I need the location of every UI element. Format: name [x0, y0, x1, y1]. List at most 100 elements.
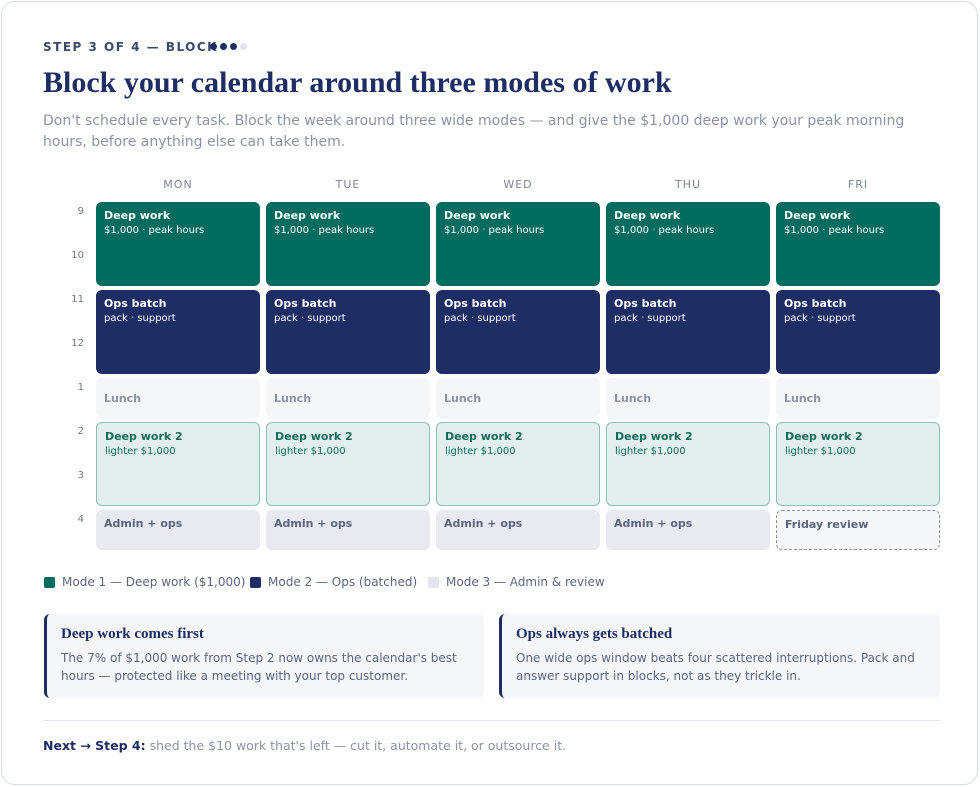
- info-card: Deep work comes first The 7% of $1,000 wo…: [44, 614, 484, 698]
- block-subtitle: $1,000 · peak hours: [444, 225, 545, 236]
- info-card-text: One wide ops window beats four scattered…: [516, 651, 915, 683]
- time-block: Deep work $1,000 · peak hours: [96, 202, 260, 286]
- time-block: Ops batch pack · support: [436, 290, 600, 374]
- block-title: Deep work: [104, 209, 171, 222]
- hour-label: 2: [77, 426, 84, 437]
- block-title: Deep work 2: [445, 430, 523, 443]
- time-block: Admin + ops: [266, 510, 430, 550]
- time-block: Ops batch pack · support: [96, 290, 260, 374]
- block-subtitle: pack · support: [784, 313, 856, 324]
- block-title: Lunch: [614, 392, 652, 405]
- block-subtitle: pack · support: [444, 313, 516, 324]
- legend-item: Mode 1 — Deep work ($1,000): [44, 575, 245, 589]
- block-subtitle: $1,000 · peak hours: [614, 225, 715, 236]
- block-subtitle: pack · support: [104, 313, 176, 324]
- divider: [43, 720, 940, 721]
- hour-label: 3: [77, 470, 84, 481]
- time-block: Lunch: [606, 378, 770, 418]
- block-title: Deep work 2: [785, 430, 863, 443]
- time-block: Ops batch pack · support: [606, 290, 770, 374]
- block-subtitle: lighter $1,000: [615, 446, 686, 457]
- block-subtitle: pack · support: [614, 313, 686, 324]
- title: Block your calendar around three modes o…: [43, 66, 672, 99]
- block-title: Admin + ops: [274, 517, 353, 530]
- hour-label: 12: [71, 338, 84, 349]
- block-subtitle: lighter $1,000: [105, 446, 176, 457]
- block-title: Lunch: [784, 392, 822, 405]
- step-label: STEP 3 OF 4 — BLOCK: [43, 40, 218, 54]
- block-subtitle: $1,000 · peak hours: [274, 225, 375, 236]
- block-title: Admin + ops: [444, 517, 523, 530]
- time-block: Deep work 2 lighter $1,000: [606, 422, 770, 506]
- block-subtitle: $1,000 · peak hours: [104, 225, 205, 236]
- block-title: Deep work: [274, 209, 341, 222]
- hour-label: 1: [77, 382, 84, 393]
- legend-label: Mode 3 — Admin & review: [446, 575, 605, 589]
- time-block: Admin + ops: [96, 510, 260, 550]
- day-label: THU: [674, 178, 702, 191]
- legend-swatch: [250, 576, 261, 588]
- block-title: Deep work 2: [275, 430, 353, 443]
- block-subtitle: lighter $1,000: [275, 446, 346, 457]
- footer-text: shed the $10 work that's left — cut it, …: [149, 738, 567, 753]
- time-block: Deep work 2 lighter $1,000: [96, 422, 260, 506]
- block-title: Lunch: [104, 392, 142, 405]
- block-title: Ops batch: [784, 297, 847, 310]
- info-card-title: Ops always gets batched: [516, 626, 673, 642]
- footer: Next → Step 4: shed the $10 work that's …: [43, 738, 566, 753]
- hour-label: 11: [71, 294, 84, 305]
- progress-dots: [210, 43, 247, 50]
- block-title: Ops batch: [104, 297, 167, 310]
- block-title: Lunch: [444, 392, 482, 405]
- subtitle: Don't schedule every task. Block the wee…: [43, 113, 905, 150]
- block-title: Ops batch: [444, 297, 507, 310]
- time-block: Deep work $1,000 · peak hours: [436, 202, 600, 286]
- day-label: TUE: [335, 178, 361, 191]
- time-block: Admin + ops: [606, 510, 770, 550]
- day-label: FRI: [847, 178, 869, 191]
- footer-lead: Next → Step 4:: [43, 738, 146, 753]
- time-block: Deep work 2 lighter $1,000: [266, 422, 430, 506]
- block-title: Deep work: [444, 209, 511, 222]
- block-title: Deep work: [614, 209, 681, 222]
- block-subtitle: $1,000 · peak hours: [784, 225, 885, 236]
- day-label: WED: [503, 178, 533, 191]
- time-block: Ops batch pack · support: [266, 290, 430, 374]
- time-block: Deep work 2 lighter $1,000: [436, 422, 600, 506]
- time-block: Deep work $1,000 · peak hours: [266, 202, 430, 286]
- time-block: Lunch: [776, 378, 940, 418]
- block-title: Admin + ops: [104, 517, 183, 530]
- block-title: Deep work 2: [615, 430, 693, 443]
- info-card-title: Deep work comes first: [61, 626, 204, 642]
- info-card-text: The 7% of $1,000 work from Step 2 now ow…: [61, 651, 457, 683]
- time-block: Lunch: [436, 378, 600, 418]
- legend-item: Mode 3 — Admin & review: [428, 575, 605, 589]
- legend-label: Mode 1 — Deep work ($1,000): [62, 575, 246, 589]
- block-subtitle: lighter $1,000: [445, 446, 516, 457]
- hour-label: 9: [77, 206, 84, 217]
- block-title: Ops batch: [274, 297, 337, 310]
- time-block: Admin + ops: [436, 510, 600, 550]
- legend-label: Mode 2 — Ops (batched): [268, 575, 418, 589]
- legend-swatch: [428, 576, 439, 588]
- time-block: Deep work $1,000 · peak hours: [606, 202, 770, 286]
- block-title: Admin + ops: [614, 517, 693, 530]
- time-block: Deep work 2 lighter $1,000: [776, 422, 940, 506]
- hour-label: 4: [77, 514, 84, 525]
- block-subtitle: pack · support: [274, 313, 346, 324]
- block-title: Deep work: [784, 209, 851, 222]
- block-title: Friday review: [785, 518, 869, 531]
- info-card: Ops always gets batched One wide ops wind…: [499, 614, 940, 698]
- time-block: Deep work $1,000 · peak hours: [776, 202, 940, 286]
- time-block: Lunch: [266, 378, 430, 418]
- block-title: Deep work 2: [105, 430, 183, 443]
- day-label: MON: [163, 178, 193, 191]
- time-block: Ops batch pack · support: [776, 290, 940, 374]
- time-block: Lunch: [96, 378, 260, 418]
- legend-swatch: [44, 576, 55, 588]
- block-subtitle: lighter $1,000: [785, 446, 856, 457]
- block-title: Ops batch: [614, 297, 677, 310]
- hour-label: 10: [71, 250, 84, 261]
- block-title: Lunch: [274, 392, 312, 405]
